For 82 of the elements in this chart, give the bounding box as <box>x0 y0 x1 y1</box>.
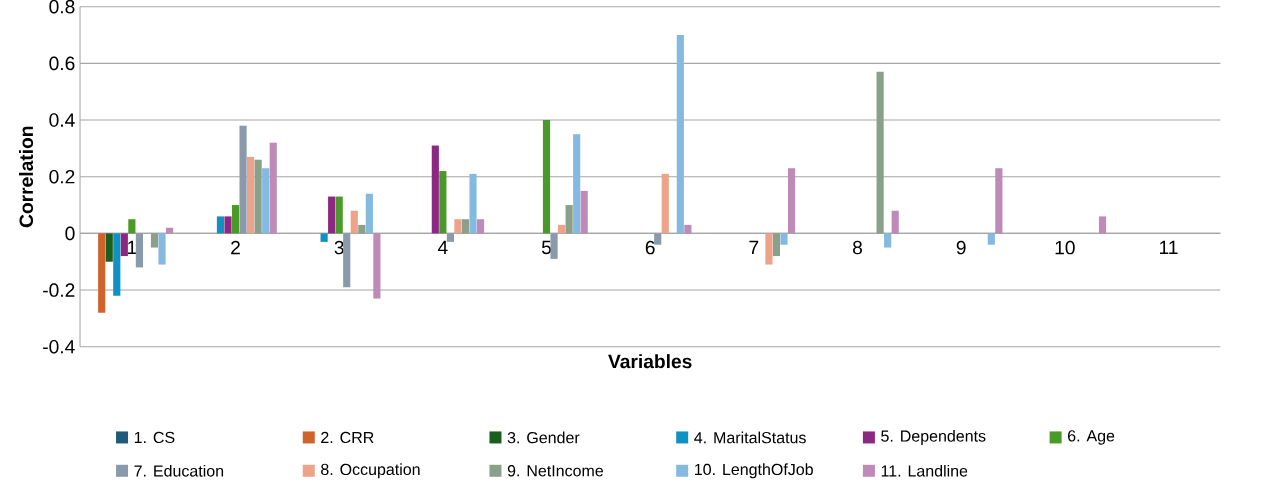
bar <box>158 233 166 265</box>
bar <box>247 156 255 234</box>
legend-label: 9. NetIncome <box>507 464 603 477</box>
x-tick-label: 5 <box>541 240 552 254</box>
bar <box>987 233 995 245</box>
y-tick-label: 0.4 <box>49 113 75 127</box>
bar <box>654 233 662 245</box>
bar <box>98 233 106 313</box>
bar <box>373 233 381 299</box>
bar <box>239 125 247 234</box>
bar <box>269 142 277 234</box>
bar <box>780 233 788 245</box>
x-tick-label: 6 <box>645 240 655 255</box>
x-tick-label: 7 <box>749 240 759 254</box>
bar <box>150 233 159 248</box>
bar <box>573 133 581 234</box>
bar <box>550 233 558 259</box>
bar <box>684 224 692 234</box>
bar <box>358 224 366 234</box>
legend-label: 3. Gender <box>507 431 580 444</box>
x-tick-label: 9 <box>956 240 966 255</box>
bar <box>216 216 225 234</box>
bar <box>580 190 588 234</box>
legend-label: 11. Landline <box>881 464 968 477</box>
bar <box>439 170 447 234</box>
bar <box>476 219 485 234</box>
bar <box>565 204 573 234</box>
bar <box>113 233 121 296</box>
bar <box>105 233 113 262</box>
legend-label: 8. Occupation <box>321 463 420 479</box>
y-tick-label: 0.2 <box>49 169 75 184</box>
bar <box>343 233 351 288</box>
legend-label: 5. Dependents <box>881 429 986 445</box>
bar <box>224 216 232 234</box>
legend-label: 4. MaritalStatus <box>694 431 806 444</box>
bar <box>542 119 551 234</box>
bar <box>891 210 899 234</box>
bar <box>446 233 454 242</box>
x-axis-title: Variables <box>608 353 692 369</box>
bar <box>135 233 143 268</box>
legend-label: 6. Age <box>1068 429 1115 445</box>
legend-label: 2. CRR <box>321 431 374 443</box>
legend-label: 7. Education <box>134 464 224 477</box>
bar <box>431 145 439 234</box>
bar <box>765 233 773 265</box>
bar <box>120 233 128 256</box>
x-tick-label: 10 <box>1055 240 1075 255</box>
bar <box>328 196 336 234</box>
bar <box>128 219 136 234</box>
bar <box>231 204 240 234</box>
bar <box>469 173 477 234</box>
y-tick-label: 0.6 <box>49 56 75 70</box>
legend-label: 1. CS <box>134 431 175 443</box>
bar <box>262 168 270 234</box>
bar <box>320 233 328 242</box>
bar <box>787 168 796 234</box>
x-tick-label: 2 <box>231 240 240 254</box>
bar <box>1098 216 1107 234</box>
y-tick-label: -0.2 <box>43 283 75 297</box>
bar <box>876 71 884 234</box>
y-axis-title: Correlation <box>18 126 34 227</box>
bar <box>461 219 470 234</box>
y-tick-label: 0.8 <box>49 0 75 14</box>
bar <box>350 210 358 234</box>
x-tick-label: 4 <box>437 240 448 254</box>
x-tick-label: 3 <box>334 240 344 255</box>
bar <box>254 159 262 234</box>
x-tick-label: 1 <box>127 240 137 254</box>
bar <box>661 173 669 234</box>
bar <box>772 233 781 256</box>
x-tick-label: 8 <box>853 240 863 255</box>
legend-label: 10. LengthOfJob <box>695 463 813 479</box>
y-tick-label: 0 <box>65 226 75 240</box>
y-tick-label: -0.4 <box>43 339 75 354</box>
x-tick-label: 11 <box>1159 240 1178 254</box>
bar <box>558 224 566 234</box>
bar <box>995 168 1003 234</box>
bar <box>365 193 373 234</box>
bar <box>335 196 343 234</box>
bar <box>454 219 462 234</box>
bar <box>884 233 892 248</box>
bar <box>676 34 684 234</box>
